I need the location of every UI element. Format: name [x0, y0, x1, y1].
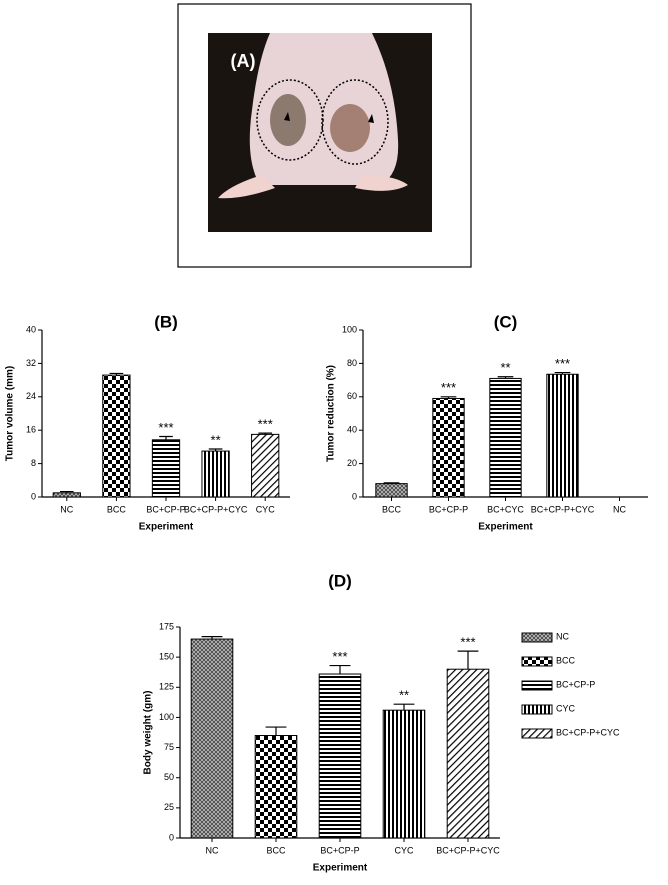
- bar: [102, 374, 131, 498]
- y-tick-label: 20: [347, 458, 357, 468]
- x-axis-label: Experiment: [139, 522, 194, 533]
- chart-title: (C): [494, 312, 518, 331]
- chart-title: (B): [154, 312, 178, 331]
- y-tick-label: 25: [164, 802, 174, 812]
- bar: [432, 397, 465, 498]
- y-tick-label: 75: [164, 742, 174, 752]
- error-bar: [497, 376, 514, 379]
- significance-label: ***: [158, 420, 173, 435]
- legend-swatch: [521, 656, 553, 667]
- error-bar: [554, 371, 571, 375]
- bar: [254, 735, 298, 839]
- x-tick-label: BC+CP-P+CYC: [436, 845, 500, 855]
- error-bar: [383, 482, 400, 484]
- error-bar: [159, 435, 173, 440]
- significance-label: **: [500, 360, 510, 375]
- significance-label: ***: [460, 635, 475, 650]
- error-bar: [208, 448, 223, 452]
- y-tick-label: 175: [159, 621, 174, 631]
- bar: [52, 492, 81, 498]
- y-tick-label: 0: [352, 491, 357, 501]
- error-bar: [440, 396, 457, 399]
- y-tick-label: 0: [31, 491, 36, 501]
- legend-label: BC+CP-P+CYC: [556, 727, 620, 737]
- x-axis-label: Experiment: [478, 522, 533, 533]
- error-bar: [393, 703, 415, 711]
- photo-panel: (A): [177, 3, 472, 268]
- y-tick-label: 125: [159, 682, 174, 692]
- y-tick-label: 24: [26, 391, 36, 401]
- x-tick-label: CYC: [256, 504, 276, 514]
- x-tick-label: NC: [60, 504, 73, 514]
- significance-label: ***: [332, 649, 347, 664]
- y-tick-label: 80: [347, 358, 357, 368]
- bar: [489, 377, 522, 498]
- x-tick-label: BC+CP-P: [429, 504, 468, 514]
- y-tick-label: 150: [159, 652, 174, 662]
- legend-label: BCC: [556, 655, 576, 665]
- significance-label: ***: [555, 356, 570, 371]
- legend-swatch: [521, 680, 553, 691]
- x-tick-label: CYC: [394, 845, 414, 855]
- bar: [446, 668, 490, 839]
- significance-label: ***: [441, 380, 456, 395]
- x-tick-label: NC: [613, 504, 626, 514]
- bar: [201, 450, 230, 498]
- error-bar: [329, 664, 351, 675]
- bar: [546, 373, 579, 498]
- error-bar: [109, 372, 124, 376]
- y-tick-label: 60: [347, 391, 357, 401]
- legend-label: NC: [556, 631, 569, 641]
- legend-swatch: [521, 704, 553, 715]
- error-bar: [258, 432, 273, 435]
- bar: [375, 483, 408, 498]
- y-tick-label: 40: [347, 425, 357, 435]
- x-tick-label: BCC: [382, 504, 402, 514]
- y-tick-label: 40: [26, 324, 36, 334]
- significance-label: **: [211, 432, 221, 447]
- panel-label: (A): [231, 51, 256, 71]
- chart-title: (D): [328, 571, 352, 590]
- error-bar: [265, 726, 287, 736]
- y-tick-label: 16: [26, 425, 36, 435]
- bar: [318, 673, 362, 839]
- x-tick-label: NC: [206, 845, 219, 855]
- y-axis-label: Tumor reduction (%): [326, 365, 337, 462]
- legend-swatch: [521, 728, 553, 739]
- bar: [251, 433, 280, 498]
- y-tick-label: 50: [164, 772, 174, 782]
- error-bar: [59, 490, 74, 493]
- error-bar: [201, 636, 223, 640]
- x-tick-label: BC+CP-P+CYC: [184, 504, 248, 514]
- x-tick-label: BC+CP-P+CYC: [531, 504, 595, 514]
- x-axis-label: Experiment: [313, 863, 368, 874]
- bar: [151, 439, 181, 498]
- y-tick-label: 8: [31, 458, 36, 468]
- error-bar: [457, 650, 479, 670]
- legend-label: CYC: [556, 703, 576, 713]
- y-tick-label: 32: [26, 358, 36, 368]
- y-axis-label: Tumor volume (mm): [5, 366, 16, 461]
- x-tick-label: BC+CP-P: [146, 504, 185, 514]
- significance-label: **: [399, 688, 409, 703]
- x-tick-label: BC+CP-P: [320, 845, 359, 855]
- y-tick-label: 0: [169, 832, 174, 842]
- significance-label: ***: [258, 417, 273, 432]
- y-tick-label: 100: [159, 712, 174, 722]
- y-tick-label: 100: [342, 324, 357, 334]
- bar: [382, 709, 426, 839]
- x-tick-label: BCC: [107, 504, 127, 514]
- x-tick-label: BCC: [266, 845, 286, 855]
- bar: [190, 638, 234, 839]
- legend-label: BC+CP-P: [556, 679, 595, 689]
- y-axis-label: Body weight (gm): [143, 691, 154, 775]
- legend-swatch: [521, 632, 553, 643]
- x-tick-label: BC+CYC: [487, 504, 524, 514]
